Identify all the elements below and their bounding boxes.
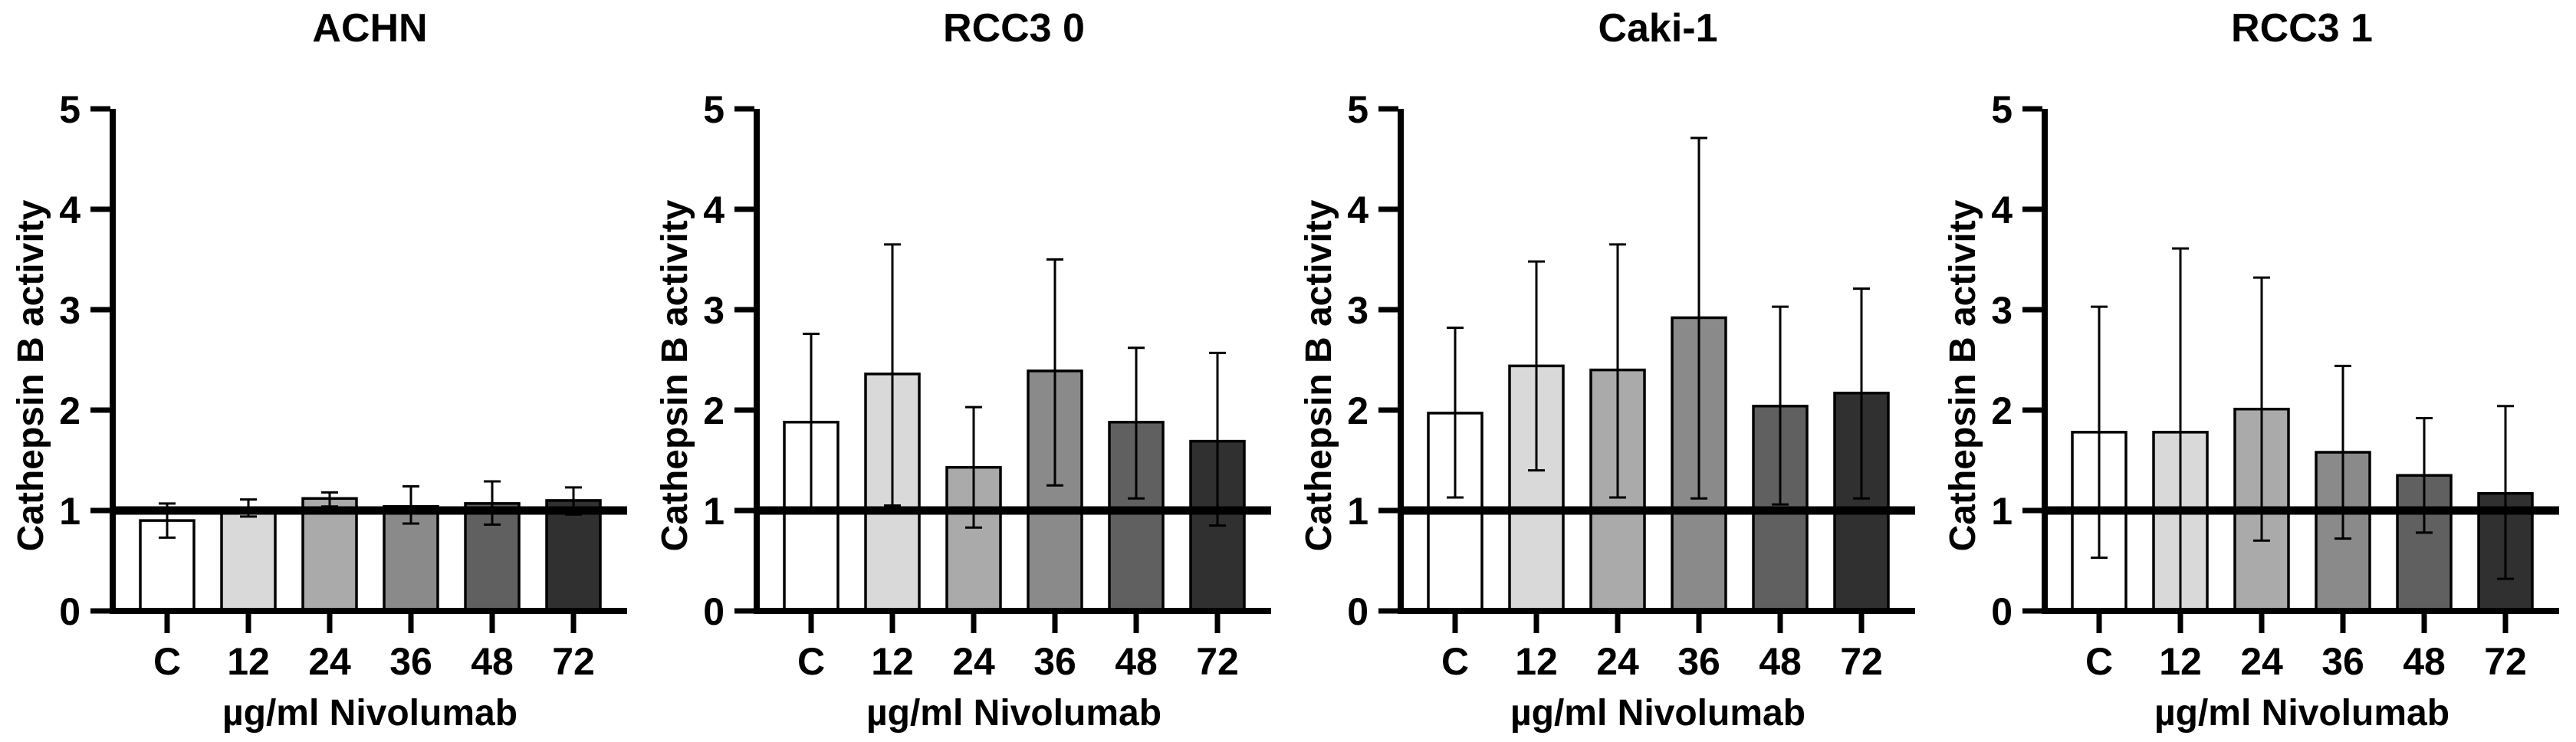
y-tick-label: 5: [1991, 88, 2013, 131]
y-tick-label: 0: [703, 590, 724, 633]
chart-title: ACHN: [312, 6, 427, 51]
error-bar-72: [1853, 287, 1870, 500]
x-tick-label: 24: [952, 640, 995, 683]
y-tick-label: 5: [59, 88, 80, 131]
bar-72: [545, 499, 602, 612]
y-tick-label: 3: [1347, 289, 1368, 332]
y-tick-label: 4: [1347, 189, 1368, 231]
error-bar-24: [1609, 243, 1626, 499]
error-bar-36: [402, 485, 419, 525]
error-bar-48: [1772, 305, 1789, 506]
bar-12: [220, 509, 277, 612]
error-bar-48: [484, 480, 501, 526]
error-bar-36: [1046, 258, 1063, 487]
y-tick-label: 5: [1347, 88, 1368, 131]
chart-panel-1: 0 1 2 3 4 5 C 12 24 36 48 72 RCC3 0 µg/ml Nivolumab Ca…: [644, 0, 1288, 742]
x-tick-label: 36: [1677, 640, 1720, 683]
x-tick-label: C: [153, 640, 181, 683]
y-tick-label: 2: [703, 389, 724, 432]
y-tick-label: 4: [59, 189, 80, 231]
y-tick-label: 1: [59, 490, 80, 533]
x-tick-label: 72: [552, 640, 595, 683]
y-tick-label: 3: [1991, 289, 2013, 332]
y-tick-label: 1: [1347, 490, 1368, 533]
x-axis-label: µg/ml Nivolumab: [866, 693, 1162, 734]
y-tick-label: 4: [1991, 189, 2013, 231]
x-tick-label: 24: [2240, 640, 2283, 683]
chart-title: RCC3 0: [943, 6, 1085, 51]
error-bar-C: [1447, 327, 1464, 499]
chart-panel-0: 0 1 2 3 4 5 C 12 24 36 48 72 ACHN µg/ml Nivolumab Cath…: [0, 0, 644, 742]
y-tick-label: 4: [703, 189, 724, 231]
y-tick-label: 1: [703, 490, 724, 533]
x-tick-label: 36: [2321, 640, 2364, 683]
x-tick-label: 48: [1115, 640, 1158, 683]
y-tick-label: 2: [1991, 389, 2013, 432]
error-bar-C: [2091, 305, 2108, 560]
x-tick-label: 48: [2403, 640, 2446, 683]
chart-panel-2: 0 1 2 3 4 5 C 12 24 36 48 72 Caki-1 µg/ml Nivolumab Ca…: [1288, 0, 1932, 742]
y-axis-label: Cathepsin B activity: [11, 199, 51, 551]
y-tick-label: 0: [59, 590, 80, 633]
y-tick-label: 5: [703, 88, 724, 131]
x-axis-label: µg/ml Nivolumab: [222, 693, 518, 734]
error-bar-12: [884, 243, 901, 507]
y-tick-label: 2: [1347, 389, 1368, 432]
y-tick-label: 3: [703, 289, 724, 332]
x-tick-label: 24: [1596, 640, 1639, 683]
x-tick-label: 48: [471, 640, 514, 683]
error-bar-48: [1128, 346, 1145, 500]
x-tick-label: 24: [308, 640, 351, 683]
y-tick-label: 3: [59, 289, 80, 332]
chart-panel-3: 0 1 2 3 4 5 C 12 24 36 48 72 RCC3 1 µg/ml Nivolumab Ca…: [1932, 0, 2576, 742]
y-tick-label: 0: [1991, 590, 2013, 633]
x-tick-label: C: [797, 640, 825, 683]
x-tick-label: 36: [1033, 640, 1076, 683]
y-axis-label: Cathepsin B activity: [655, 199, 695, 551]
x-tick-label: C: [1441, 640, 1469, 683]
error-bar-12: [2172, 247, 2189, 609]
y-tick-label: 2: [59, 389, 80, 432]
error-bar-72: [1209, 351, 1226, 527]
y-tick-label: 1: [1991, 490, 2013, 533]
x-tick-label: 12: [1515, 640, 1558, 683]
y-axis-label: Cathepsin B activity: [1299, 199, 1339, 551]
x-tick-label: 12: [2159, 640, 2202, 683]
x-tick-label: 36: [389, 640, 432, 683]
x-tick-label: 48: [1759, 640, 1802, 683]
x-axis-label: µg/ml Nivolumab: [1510, 693, 1806, 734]
error-bar-12: [1528, 260, 1545, 472]
x-tick-label: 72: [1840, 640, 1883, 683]
error-bar-72: [2497, 405, 2514, 580]
x-axis-label: µg/ml Nivolumab: [2154, 693, 2450, 734]
x-tick-label: C: [2085, 640, 2113, 683]
x-tick-label: 72: [1196, 640, 1239, 683]
x-tick-label: 12: [871, 640, 914, 683]
chart-title: Caki-1: [1598, 6, 1717, 51]
x-tick-label: 72: [2484, 640, 2527, 683]
y-tick-label: 0: [1347, 590, 1368, 633]
y-axis-label: Cathepsin B activity: [1943, 199, 1983, 551]
x-tick-label: 12: [227, 640, 270, 683]
error-bar-36: [1691, 136, 1707, 500]
error-bar-24: [2253, 276, 2270, 542]
chart-title: RCC3 1: [2231, 6, 2373, 51]
bar-24: [301, 497, 358, 612]
